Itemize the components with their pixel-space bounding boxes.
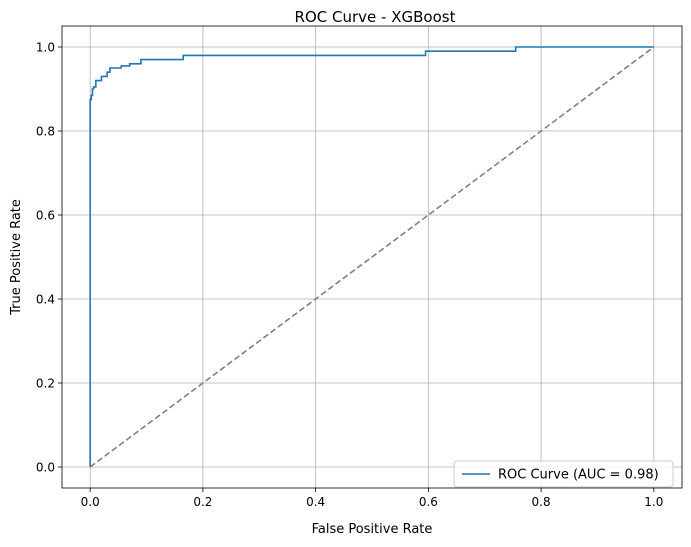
- x-tick-label: 0.4: [306, 495, 325, 509]
- series-group: [89, 46, 655, 468]
- y-tick-label: 0.4: [36, 293, 55, 307]
- x-tick-label: 1.0: [644, 495, 663, 509]
- y-tick-label: 0.8: [36, 125, 55, 139]
- x-tick-label: 0.0: [81, 495, 100, 509]
- diagonal-reference-line: [89, 46, 655, 468]
- chart-title: ROC Curve - XGBoost: [295, 8, 456, 26]
- x-tick-label: 0.8: [532, 495, 551, 509]
- x-tick-label: 0.6: [419, 495, 438, 509]
- y-tick-label: 0.6: [36, 209, 55, 223]
- y-tick-label: 0.0: [36, 461, 55, 475]
- x-axis-label: False Positive Rate: [312, 522, 433, 537]
- legend-label: ROC Curve (AUC = 0.98): [498, 468, 659, 483]
- y-axis-label: True Positive Rate: [9, 199, 24, 316]
- roc-curve-line: [89, 46, 654, 467]
- grid-lines: [62, 26, 682, 488]
- legend: ROC Curve (AUC = 0.98): [453, 460, 674, 488]
- y-tick-label: 0.2: [36, 377, 55, 391]
- plot-frame: [61, 25, 683, 489]
- y-tick-label: 1.0: [36, 41, 55, 55]
- axis-ticks: 0.0 0.2 0.4 0.6 0.8 1.0 0.0 0.2 0.4 0.6 0.8 1.0: [36, 41, 663, 510]
- x-tick-label: 0.2: [193, 495, 212, 509]
- legend-box: [453, 460, 674, 488]
